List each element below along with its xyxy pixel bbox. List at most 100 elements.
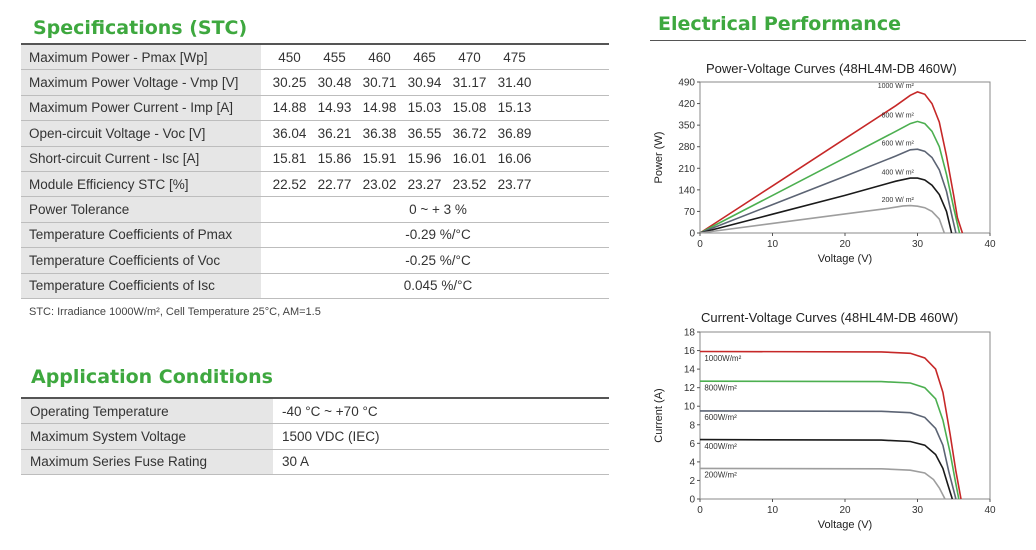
y-tick-label: 18 (684, 328, 696, 339)
spec-value: 30.94 (402, 69, 447, 96)
specs-table: Maximum Power - Pmax [Wp] 450 455 460 465 470… (21, 43, 609, 299)
spec-value: 15.81 (267, 146, 312, 172)
series-line (699, 380, 960, 500)
spec-value: 16.06 (492, 146, 537, 172)
x-tick-label: 30 (912, 239, 924, 250)
application-label: Maximum Series Fuse Rating (21, 449, 273, 476)
electrical-divider (650, 40, 1026, 41)
spec-value: 465 (402, 43, 447, 71)
spec-value: 15.86 (312, 146, 357, 172)
y-tick-label: 12 (684, 383, 696, 394)
spec-filler (537, 171, 609, 198)
spec-value: 30.71 (357, 69, 402, 96)
y-tick-label: 16 (684, 346, 696, 357)
spec-label: Short-circuit Current - Isc [A] (21, 146, 261, 172)
x-tick-label: 30 (912, 505, 924, 516)
series-label: 200W/m² (704, 471, 737, 480)
spec-label: Temperature Coefficients of Pmax (21, 222, 261, 249)
x-tick-label: 0 (697, 239, 703, 250)
x-tick-label: 10 (767, 505, 779, 516)
spec-value: -0.29 %/°C (267, 222, 609, 249)
spec-spacer (261, 171, 267, 198)
spec-value: 0.045 %/°C (267, 273, 609, 299)
spec-value: 36.04 (267, 120, 312, 147)
spec-row: Maximum Power Voltage - Vmp [V] 30.25 30.4… (21, 69, 609, 96)
series-label: 400W/m² (704, 442, 737, 451)
series-label: 600W/m² (704, 413, 737, 422)
x-axis-label: Voltage (V) (818, 519, 872, 531)
spec-filler (537, 43, 609, 71)
spec-value: 0 ~ + 3 % (267, 196, 609, 223)
x-tick-label: 40 (984, 505, 996, 516)
spec-value: 36.21 (312, 120, 357, 147)
spec-value: 14.88 (267, 95, 312, 122)
spec-value: 36.55 (402, 120, 447, 147)
y-tick-label: 490 (678, 78, 695, 89)
x-tick-label: 20 (839, 239, 851, 250)
y-tick-label: 6 (689, 439, 695, 450)
y-axis-label: Current (A) (653, 388, 665, 442)
x-tick-label: 10 (767, 239, 779, 250)
x-tick-label: 0 (697, 505, 703, 516)
spec-value: 30.25 (267, 69, 312, 96)
spec-spacer (261, 273, 267, 299)
application-value: 1500 VDC (IEC) (273, 423, 609, 450)
spec-row: Short-circuit Current - Isc [A] 15.81 15.8… (21, 146, 609, 172)
y-tick-label: 210 (678, 164, 695, 175)
x-tick-label: 40 (984, 239, 996, 250)
spec-row: Maximum Power Current - Imp [A] 14.88 14.9… (21, 95, 609, 122)
series-line (699, 120, 961, 234)
spec-row: Open-circuit Voltage - Voc [V] 36.04 36.21… (21, 120, 609, 147)
x-axis-label: Voltage (V) (818, 253, 872, 265)
spec-spacer (261, 120, 267, 147)
spec-value: 23.02 (357, 171, 402, 198)
spec-spacer (261, 222, 267, 249)
series-label: 800W/m² (704, 383, 737, 392)
spec-value: 15.08 (447, 95, 492, 122)
spec-filler (537, 69, 609, 96)
electrical-title: Electrical Performance (658, 13, 901, 35)
spec-value: 450 (267, 43, 312, 71)
spec-filler (537, 120, 609, 147)
series-label: 200 W/ m² (882, 197, 915, 204)
spec-filler (537, 95, 609, 122)
y-tick-label: 350 (678, 121, 695, 132)
series-line (699, 467, 946, 500)
spec-value: 23.52 (447, 171, 492, 198)
application-row: Operating Temperature -40 °C ~ +70 °C (21, 397, 609, 425)
application-value: -40 °C ~ +70 °C (273, 397, 609, 425)
spec-row: Module Efficiency STC [%] 22.52 22.77 23.02… (21, 171, 609, 198)
spec-spacer (261, 69, 267, 96)
application-row: Maximum System Voltage 1500 VDC (IEC) (21, 423, 609, 450)
y-tick-label: 10 (684, 402, 696, 413)
series-label: 600 W/ m² (882, 140, 915, 147)
specs-note: STC: Irradiance 1000W/m², Cell Temperatu… (29, 306, 321, 318)
spec-value: 470 (447, 43, 492, 71)
spec-filler (537, 146, 609, 172)
spec-label: Open-circuit Voltage - Voc [V] (21, 120, 261, 147)
application-label: Maximum System Voltage (21, 423, 273, 450)
spec-value: 455 (312, 43, 357, 71)
y-tick-label: 0 (689, 229, 695, 240)
spec-label: Temperature Coefficients of Voc (21, 247, 261, 274)
spec-row: Power Tolerance 0 ~ + 3 % (21, 196, 609, 223)
spec-label: Temperature Coefficients of Isc (21, 273, 261, 299)
spec-row: Temperature Coefficients of Isc 0.045 %/°… (21, 273, 609, 299)
spec-spacer (261, 95, 267, 122)
series-line (699, 410, 957, 500)
series-label: 1000W/m² (704, 354, 741, 363)
spec-value: 36.89 (492, 120, 537, 147)
spec-label: Maximum Power Current - Imp [A] (21, 95, 261, 122)
specs-title: Specifications (STC) (33, 17, 248, 39)
spec-value: 15.13 (492, 95, 537, 122)
y-tick-label: 4 (689, 457, 695, 468)
series-line (699, 204, 946, 234)
spec-label: Maximum Power Voltage - Vmp [V] (21, 69, 261, 96)
x-tick-label: 20 (839, 505, 851, 516)
application-value: 30 A (273, 449, 609, 476)
spec-value: 475 (492, 43, 537, 71)
spec-value: 15.03 (402, 95, 447, 122)
spec-value: 16.01 (447, 146, 492, 172)
spec-label: Maximum Power - Pmax [Wp] (21, 43, 261, 71)
spec-row: Temperature Coefficients of Pmax -0.29 %/… (21, 222, 609, 249)
